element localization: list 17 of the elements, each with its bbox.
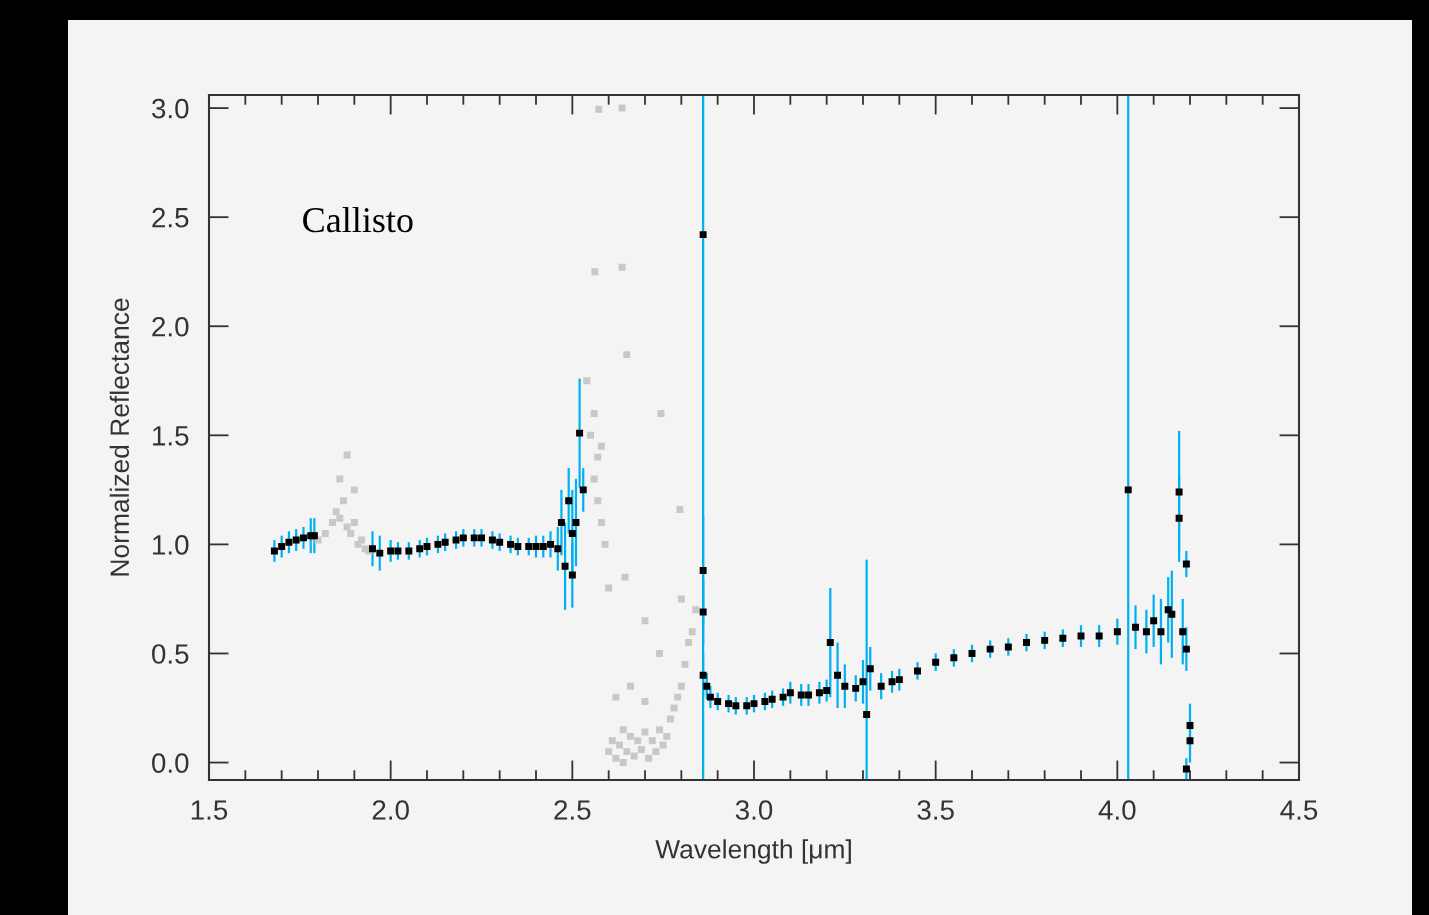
y-tick-label: 0.0 xyxy=(152,753,189,773)
x-tick-label: 2.0 xyxy=(372,800,409,820)
x-tick-label: 3.0 xyxy=(735,800,773,820)
x-tick-label: 1.5 xyxy=(191,800,228,820)
x-tick-label: 4.5 xyxy=(1280,800,1318,820)
y-tick-label: 2.0 xyxy=(152,316,189,337)
x-axis-title: Wavelength [μm] xyxy=(655,839,851,864)
annotation: Callisto xyxy=(303,206,413,233)
x-tick-label: 2.5 xyxy=(554,800,591,820)
x-tick-label: 3.5 xyxy=(917,800,954,820)
y-tick-label: 0.5 xyxy=(152,644,189,664)
y-tick-label: 1.0 xyxy=(153,535,189,555)
y-tick-label: 2.5 xyxy=(152,207,189,228)
y-tick-label: 3.0 xyxy=(152,98,189,119)
y-tick-label: 1.5 xyxy=(153,426,189,446)
y-axis-title: Normalized Reflectance xyxy=(109,298,130,576)
x-tick-label: 4.0 xyxy=(1098,800,1136,820)
